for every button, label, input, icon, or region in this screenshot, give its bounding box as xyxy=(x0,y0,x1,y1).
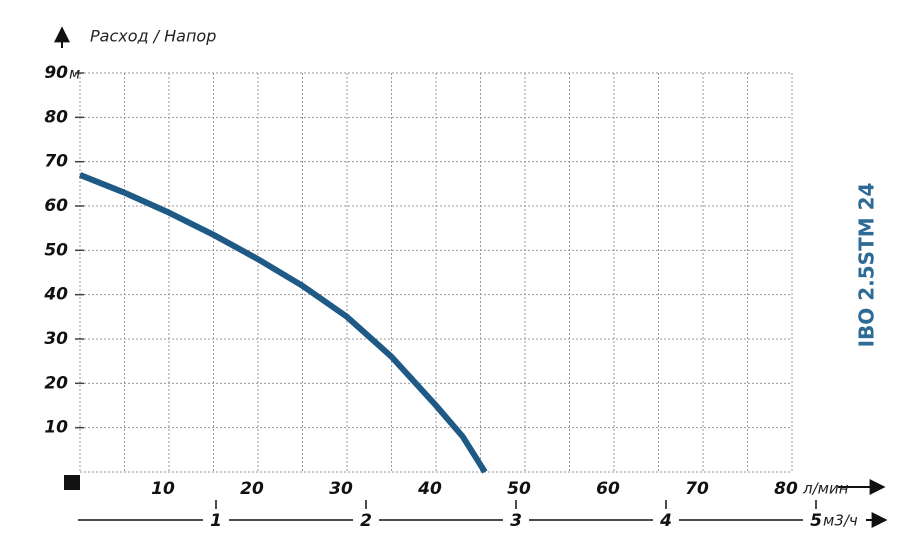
y-unit: м xyxy=(69,65,80,83)
chart-title: IBO 2.5STM 24 xyxy=(855,183,879,348)
x-tick-label: 30 xyxy=(329,479,353,499)
x-tick-label: 10 xyxy=(151,479,175,499)
x-tick-label: 20 xyxy=(240,479,264,499)
x-tick-label: 60 xyxy=(596,479,620,499)
y-tick-label: 20 xyxy=(44,373,68,393)
x2-tick-label: 3 xyxy=(510,511,522,531)
x2-tick-label: 1 xyxy=(210,511,222,531)
curve xyxy=(78,172,488,474)
y-tick-label: 30 xyxy=(44,329,68,349)
y-tick-label: 90 xyxy=(44,63,68,83)
x-tick-label: 80 xyxy=(774,479,798,499)
x2-tick-label: 5 xyxy=(810,511,822,531)
y-tick-label: 60 xyxy=(44,196,68,216)
y-tick-label: 70 xyxy=(44,152,68,172)
origin-square xyxy=(64,475,80,490)
x-tick-label: 40 xyxy=(417,479,442,499)
axis-label: Расход / Напор xyxy=(90,27,216,46)
y-tick-label: 40 xyxy=(43,285,68,305)
x2-tick-label: 4 xyxy=(659,511,672,531)
y-tick-label: 80 xyxy=(44,107,68,127)
y-tick-label: 10 xyxy=(44,418,68,438)
y-tick-label: 50 xyxy=(44,240,68,260)
x-tick-label: 50 xyxy=(507,479,531,499)
x2-tick-label: 2 xyxy=(360,511,372,531)
x-unit: л/мин xyxy=(802,480,849,498)
x-tick-label: 70 xyxy=(685,479,709,499)
x2-unit: м3/ч xyxy=(823,512,858,530)
